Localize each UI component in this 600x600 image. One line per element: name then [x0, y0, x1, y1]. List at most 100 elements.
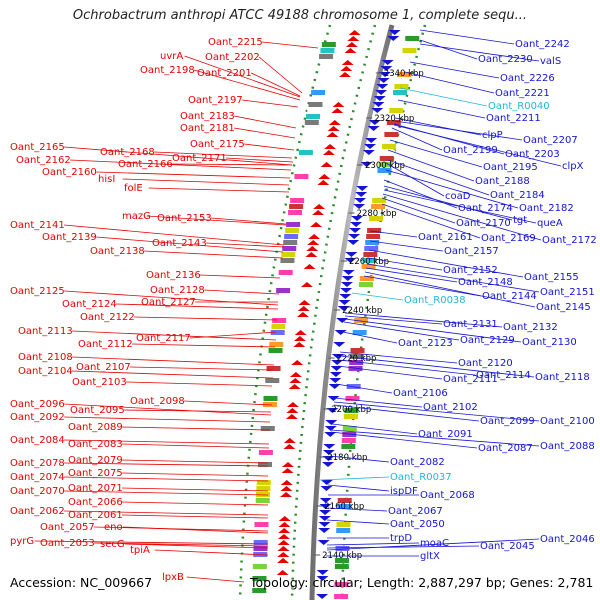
cog-color-block: [338, 480, 353, 485]
left-gene-label: Oant_2183: [180, 111, 235, 122]
cog-color-block: [282, 246, 297, 251]
cog-color-block: [364, 246, 379, 251]
cog-color-block: [349, 360, 364, 365]
right-gene-label: Oant_2130: [522, 337, 577, 348]
cog-color-block: [361, 264, 376, 269]
forward-strand-arrow: [318, 174, 331, 179]
left-leader-line: [193, 69, 301, 101]
cog-color-block: [260, 426, 275, 431]
right-gene-label: Oant_2129: [460, 335, 515, 346]
right-leader-line: [382, 193, 542, 241]
right-gene-label: Oant_2120: [458, 358, 513, 369]
left-leader-line: [64, 416, 271, 423]
reverse-strand-arrow: [327, 396, 340, 401]
left-leader-line: [148, 187, 290, 193]
left-gene-label: hisI: [98, 174, 115, 185]
left-leader-line: [70, 159, 292, 171]
right-leader-line: [369, 240, 444, 252]
left-gene-label: folE: [124, 183, 143, 194]
reverse-strand-arrow: [360, 162, 373, 167]
forward-strand-arrow: [291, 360, 304, 365]
left-leader-line: [154, 151, 293, 159]
left-leader-line: [234, 115, 297, 129]
right-leader-line: [367, 257, 443, 271]
forward-strand-arrow: [280, 492, 293, 497]
right-leader-line: [342, 331, 398, 344]
cog-color-block: [304, 120, 319, 125]
right-gene-label: Oant_2172: [542, 235, 597, 246]
forward-strand-arrow: [317, 180, 330, 185]
forward-strand-arrow: [282, 462, 295, 467]
right-leader-line: [338, 359, 476, 376]
ruler-label: 2260 kbp: [349, 257, 389, 267]
left-gene-label: Oant_2171: [172, 153, 227, 164]
left-gene-label: Oant_2160: [42, 167, 97, 178]
cog-color-block: [272, 318, 287, 323]
left-gene-label: Oant_2066: [68, 497, 123, 508]
left-gene-label: Oant_2138: [90, 246, 145, 257]
cog-color-block: [337, 504, 352, 509]
forward-strand-arrow: [277, 552, 290, 557]
ruler-label: 2160 kbp: [324, 502, 364, 512]
left-leader-line: [122, 426, 271, 431]
cog-color-block: [256, 480, 271, 485]
left-gene-label: pyrG: [10, 536, 34, 547]
right-leader-line: [330, 429, 540, 447]
reverse-strand-arrow: [380, 66, 393, 71]
cog-color-block: [262, 402, 277, 407]
right-leader-line: [394, 120, 523, 141]
left-gene-label: Oant_2074: [10, 472, 65, 483]
feature-blocks: [252, 30, 420, 599]
right-leader-line: [344, 312, 503, 328]
reverse-strand-arrow: [324, 432, 337, 437]
left-leader-line: [116, 303, 279, 310]
ruler-label: 2240 kbp: [342, 306, 382, 316]
right-leader-line: [391, 127, 443, 151]
right-gene-label: Oant_2118: [535, 372, 590, 383]
reverse-strand-arrow: [375, 90, 388, 95]
left-gene-label: Oant_2136: [146, 270, 201, 281]
left-leader-line: [64, 290, 279, 306]
reverse-strand-arrow: [348, 234, 361, 239]
left-gene-label: Oant_2162: [16, 155, 71, 166]
cog-color-block: [378, 162, 393, 167]
left-gene-label: Oant_2198: [140, 65, 195, 76]
cog-color-block: [397, 72, 412, 77]
left-gene-label: Oant_2057: [40, 522, 95, 533]
forward-strand-arrow: [277, 534, 290, 539]
right-gene-label: Oant_2145: [536, 302, 591, 313]
forward-strand-arrow: [326, 132, 339, 137]
left-leader-line: [204, 289, 280, 295]
cog-color-block: [394, 84, 409, 89]
reverse-strand-arrow: [316, 570, 329, 575]
cog-color-block: [280, 258, 295, 263]
right-leader-line: [393, 123, 505, 155]
reverse-strand-arrow: [367, 126, 380, 131]
cog-color-block: [269, 342, 284, 347]
left-leader-line: [122, 501, 269, 506]
reverse-strand-arrow: [362, 150, 375, 155]
left-leader-line: [130, 366, 274, 371]
forward-strand-arrow: [306, 246, 319, 251]
left-leader-line: [34, 540, 269, 545]
forward-strand-arrow: [281, 468, 294, 473]
cog-color-block: [405, 36, 420, 41]
cog-color-block: [252, 564, 267, 569]
map-title: Ochrobactrum anthropi ATCC 49188 chromos…: [72, 8, 528, 23]
left-gene-label: Oant_2201: [197, 68, 252, 79]
forward-strand-arrow: [296, 312, 309, 317]
topology-label: Topology: circular; Length: 2,887,297 bp…: [250, 575, 594, 590]
left-leader-line: [122, 526, 269, 534]
left-leader-line: [258, 56, 303, 94]
cog-color-block: [278, 270, 293, 275]
left-gene-label: Oant_2107: [76, 362, 131, 373]
right-gene-label: Oant_2148: [458, 277, 513, 288]
reverse-strand-arrow: [340, 282, 353, 287]
right-leader-line: [333, 404, 480, 422]
right-gene-label: Oant_2067: [388, 506, 443, 517]
left-gene-label: Oant_2122: [80, 312, 135, 323]
right-gene-label: Oant_R0040: [488, 101, 550, 112]
forward-strand-arrow: [278, 528, 291, 533]
left-gene-label: Oant_2197: [188, 95, 243, 106]
right-gene-label: Oant_2100: [540, 416, 595, 427]
